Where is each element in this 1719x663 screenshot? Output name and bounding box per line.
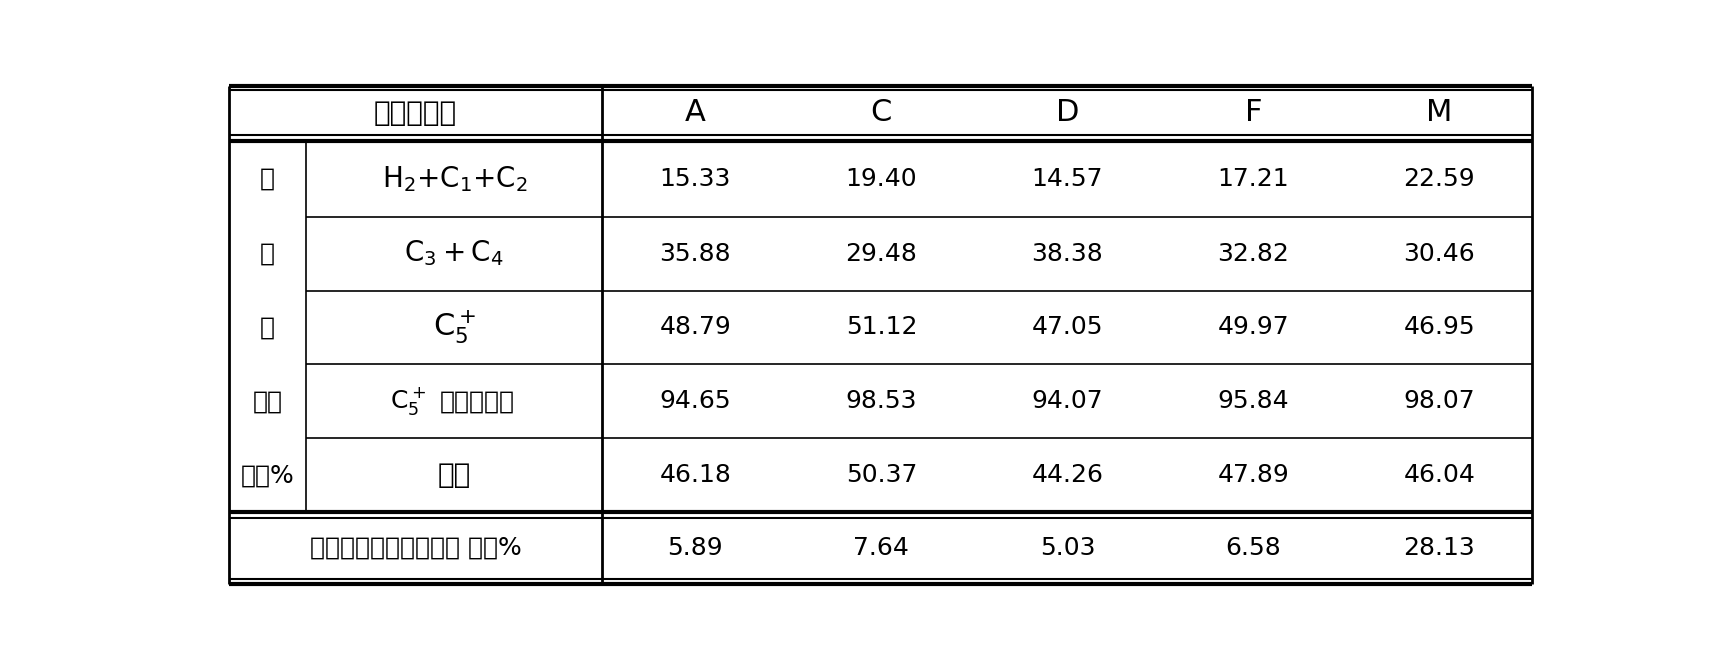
Text: 芳烃: 芳烃 <box>438 461 471 489</box>
Text: F: F <box>1245 98 1262 127</box>
Text: 物: 物 <box>260 241 275 266</box>
Text: 7.64: 7.64 <box>853 536 909 560</box>
Text: $\mathrm{C_5^+}$: $\mathrm{C_5^+}$ <box>390 385 426 418</box>
Text: M: M <box>1427 98 1453 127</box>
Text: 38.38: 38.38 <box>1031 241 1104 266</box>
Text: 94.07: 94.07 <box>1031 389 1104 414</box>
Text: C: C <box>872 98 892 127</box>
Text: 22.59: 22.59 <box>1403 167 1475 191</box>
Text: 17.21: 17.21 <box>1217 167 1289 191</box>
Text: 49.97: 49.97 <box>1217 316 1289 339</box>
Text: 30.46: 30.46 <box>1403 241 1475 266</box>
Text: 44.26: 44.26 <box>1031 463 1104 487</box>
Text: $\mathrm{H_2{+}C_1{+}C_2}$: $\mathrm{H_2{+}C_1{+}C_2}$ <box>382 164 528 194</box>
Text: 98.53: 98.53 <box>846 389 918 414</box>
Text: 15.33: 15.33 <box>660 167 731 191</box>
Text: $\mathrm{C_5^+}$: $\mathrm{C_5^+}$ <box>433 309 476 346</box>
Text: 6.58: 6.58 <box>1226 536 1281 560</box>
Text: 偶化剂编号: 偶化剂编号 <box>375 99 457 127</box>
Text: 32.82: 32.82 <box>1217 241 1289 266</box>
Text: 51.12: 51.12 <box>846 316 918 339</box>
Text: 14.57: 14.57 <box>1031 167 1104 191</box>
Text: 46.04: 46.04 <box>1403 463 1475 487</box>
Text: 质量%: 质量% <box>241 463 294 487</box>
Text: 46.95: 46.95 <box>1403 316 1475 339</box>
Text: 98.07: 98.07 <box>1403 389 1475 414</box>
Text: 中芳烃含量: 中芳烃含量 <box>440 389 516 414</box>
Text: 95.84: 95.84 <box>1217 389 1289 414</box>
Text: 50.37: 50.37 <box>846 463 916 487</box>
Text: 28.13: 28.13 <box>1403 536 1475 560</box>
Text: 产: 产 <box>260 167 275 191</box>
Text: 率，: 率， <box>253 389 282 414</box>
Text: $\mathrm{C_3 + C_4}$: $\mathrm{C_3 + C_4}$ <box>404 239 504 269</box>
Text: 反应后快化剂积炳量， 质量%: 反应后快化剂积炳量， 质量% <box>309 536 521 560</box>
Text: 5.89: 5.89 <box>667 536 724 560</box>
Text: 46.18: 46.18 <box>660 463 731 487</box>
Text: 35.88: 35.88 <box>660 241 731 266</box>
Text: 47.89: 47.89 <box>1217 463 1289 487</box>
Text: D: D <box>1055 98 1080 127</box>
Text: 产: 产 <box>260 316 275 339</box>
Text: 48.79: 48.79 <box>660 316 731 339</box>
Text: 19.40: 19.40 <box>846 167 918 191</box>
Text: 5.03: 5.03 <box>1040 536 1095 560</box>
Text: 29.48: 29.48 <box>846 241 918 266</box>
Text: 47.05: 47.05 <box>1031 316 1104 339</box>
Text: A: A <box>684 98 707 127</box>
Text: 94.65: 94.65 <box>660 389 731 414</box>
